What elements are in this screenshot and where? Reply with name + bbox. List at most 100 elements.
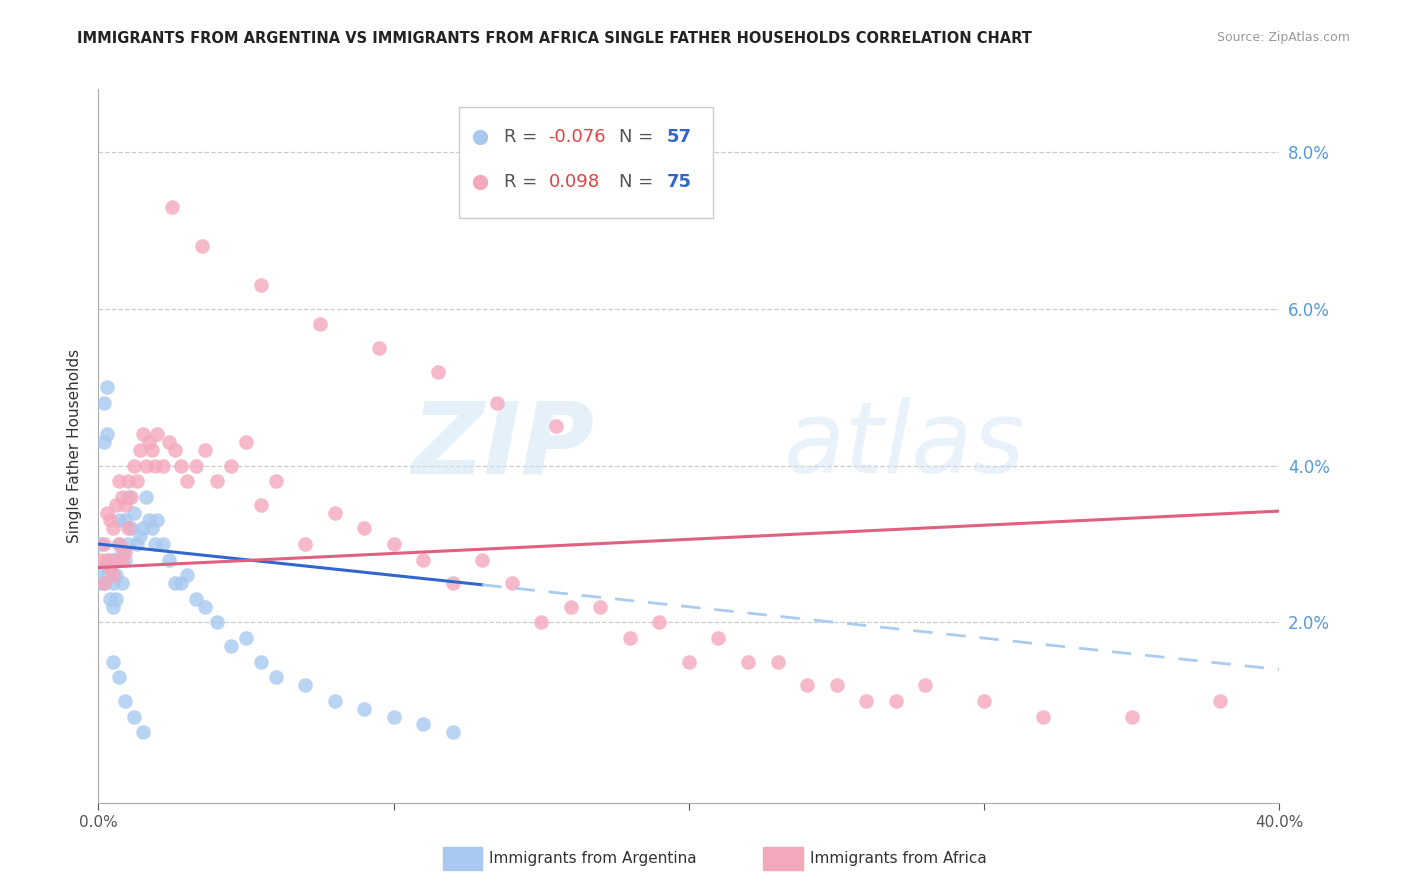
Point	[678, 655, 700, 669]
Point	[93, 396, 115, 410]
Point	[221, 639, 243, 653]
Point	[353, 521, 375, 535]
Point	[105, 591, 128, 606]
Point	[90, 576, 112, 591]
Point	[235, 631, 257, 645]
Point	[191, 239, 214, 253]
Point	[707, 631, 730, 645]
Point	[323, 694, 346, 708]
Point	[135, 490, 157, 504]
Point	[114, 514, 136, 528]
Point	[176, 568, 198, 582]
Y-axis label: Single Father Households: Single Father Households	[67, 349, 83, 543]
Point	[138, 514, 160, 528]
Point	[98, 560, 121, 574]
Text: ZIP: ZIP	[412, 398, 595, 494]
Point	[368, 341, 391, 355]
Point	[98, 591, 121, 606]
Point	[105, 568, 128, 582]
Point	[114, 552, 136, 566]
Point	[90, 560, 112, 574]
Text: Source: ZipAtlas.com: Source: ZipAtlas.com	[1216, 31, 1350, 45]
Point	[105, 498, 128, 512]
Point	[132, 725, 155, 739]
Point	[117, 490, 139, 504]
Point	[103, 568, 125, 582]
Text: Immigrants from Argentina: Immigrants from Argentina	[489, 851, 697, 865]
Point	[412, 552, 434, 566]
Point	[486, 396, 509, 410]
Point	[589, 599, 612, 614]
Point	[235, 435, 257, 450]
Point	[96, 427, 118, 442]
Point	[96, 568, 118, 582]
Text: 75: 75	[666, 173, 692, 191]
Point	[152, 458, 174, 473]
Point	[141, 521, 163, 535]
Point	[294, 678, 316, 692]
Point	[264, 670, 287, 684]
Point	[108, 537, 131, 551]
Point	[143, 458, 166, 473]
Point	[114, 498, 136, 512]
Point	[125, 475, 148, 489]
Point	[737, 655, 759, 669]
Point	[146, 427, 169, 442]
Point	[205, 615, 228, 630]
Point	[98, 552, 121, 566]
Text: R =: R =	[503, 128, 543, 146]
Point	[184, 458, 207, 473]
Point	[96, 552, 118, 566]
Point	[501, 576, 523, 591]
Point	[914, 678, 936, 692]
Point	[93, 576, 115, 591]
Point	[441, 576, 464, 591]
Point	[427, 364, 450, 378]
Point	[221, 458, 243, 473]
Point	[103, 552, 125, 566]
Point	[353, 702, 375, 716]
Point	[441, 725, 464, 739]
Point	[93, 435, 115, 450]
Point	[170, 576, 193, 591]
Point	[412, 717, 434, 731]
Point	[162, 200, 183, 214]
Point	[117, 537, 139, 551]
Point	[117, 521, 139, 535]
Point	[132, 427, 155, 442]
Point	[194, 442, 217, 457]
Point	[825, 678, 848, 692]
Point	[108, 537, 131, 551]
Point	[108, 514, 131, 528]
Text: N =: N =	[619, 128, 659, 146]
Point	[323, 506, 346, 520]
Text: atlas: atlas	[783, 398, 1025, 494]
Point	[1032, 709, 1054, 723]
Point	[157, 435, 180, 450]
Point	[138, 435, 160, 450]
Point	[128, 529, 150, 543]
Point	[117, 475, 139, 489]
Point	[96, 380, 118, 394]
Text: Immigrants from Africa: Immigrants from Africa	[810, 851, 987, 865]
Point	[165, 576, 187, 591]
Point	[250, 655, 273, 669]
Point	[103, 655, 125, 669]
Point	[176, 475, 198, 489]
Point	[796, 678, 818, 692]
Point	[184, 591, 207, 606]
Point	[194, 599, 217, 614]
Point	[103, 521, 125, 535]
Point	[530, 615, 553, 630]
Point	[108, 475, 131, 489]
Point	[546, 419, 568, 434]
Point	[250, 498, 273, 512]
Point	[619, 631, 641, 645]
Point	[120, 490, 142, 504]
Point	[103, 576, 125, 591]
Point	[146, 514, 169, 528]
Point	[165, 442, 187, 457]
Point	[648, 615, 671, 630]
Point	[135, 458, 157, 473]
Point	[560, 599, 582, 614]
